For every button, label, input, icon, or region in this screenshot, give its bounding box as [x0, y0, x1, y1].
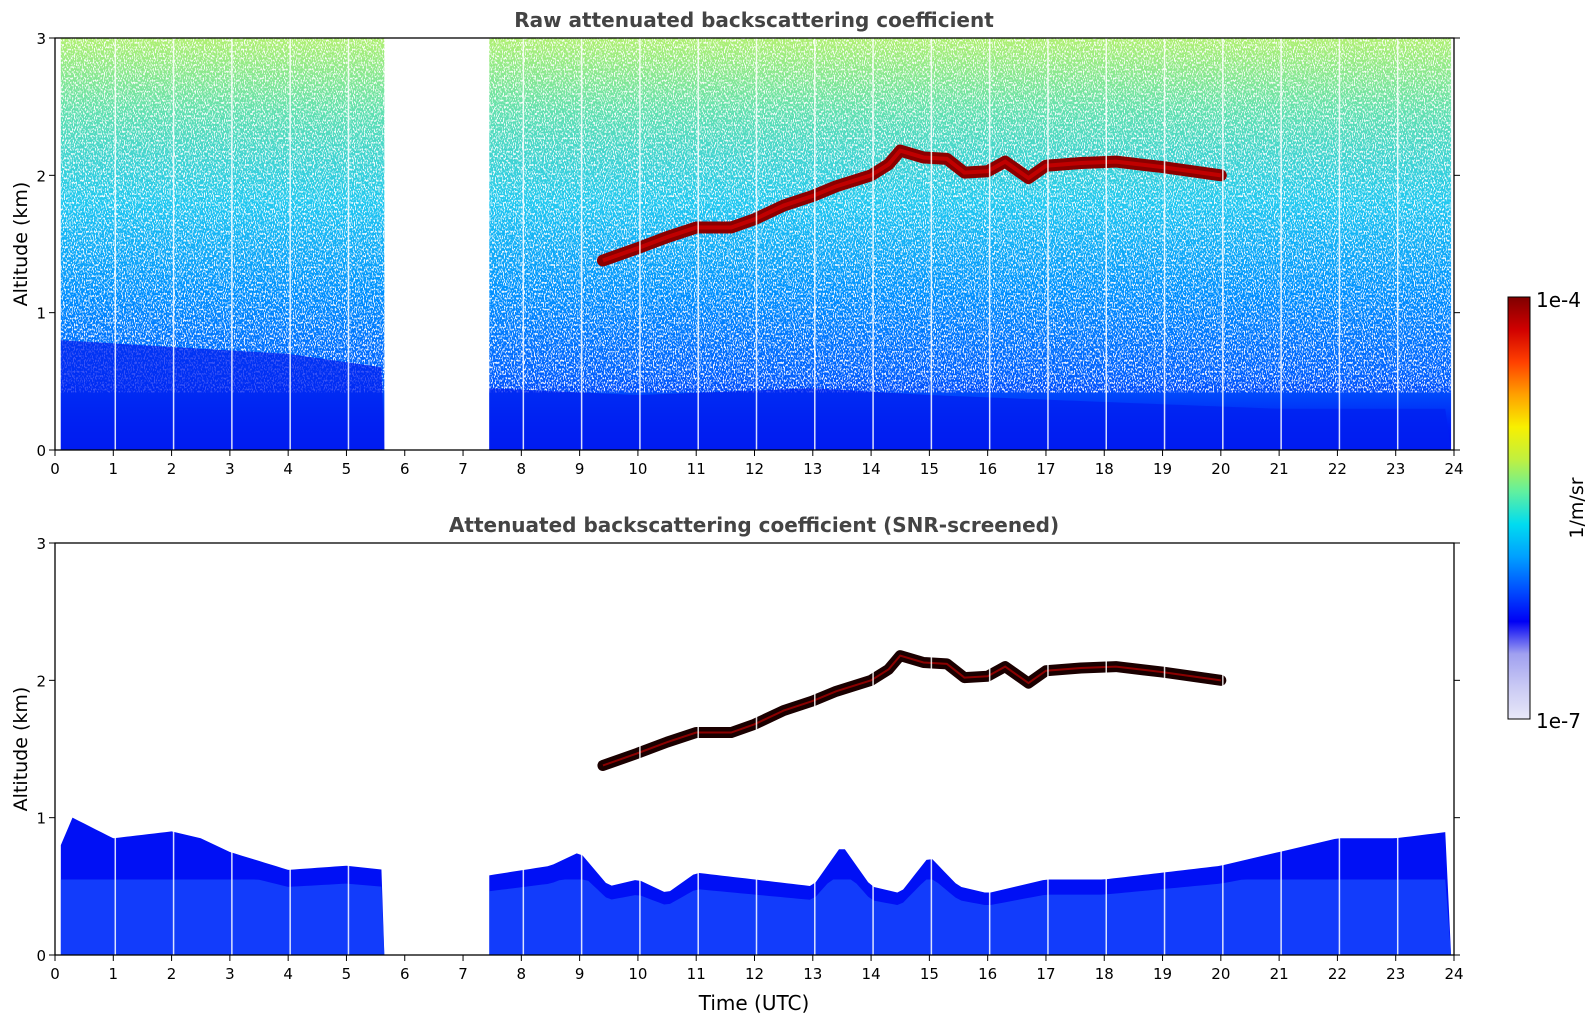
x-tick-label: 4	[283, 965, 293, 983]
x-tick-label: 5	[342, 460, 352, 478]
x-tick-label: 23	[1386, 965, 1405, 983]
heatmap-area	[60, 543, 1452, 955]
x-tick-label: 8	[517, 460, 527, 478]
x-tick-label: 14	[862, 460, 881, 478]
colorbar: 1e-4 1e-7 1/m/sr	[1507, 288, 1588, 733]
x-tick-label: 9	[575, 460, 585, 478]
x-tick-label: 12	[745, 460, 764, 478]
colorbar-max-label: 1e-4	[1536, 288, 1581, 312]
x-tick-label: 11	[687, 460, 706, 478]
x-tick-label: 16	[978, 965, 997, 983]
x-tick-label: 2	[167, 965, 177, 983]
x-tick-label: 21	[1270, 460, 1289, 478]
x-tick-label: 19	[1153, 460, 1172, 478]
y-tick-label: 0	[36, 442, 46, 460]
screened-boundary-layer-core	[60, 879, 385, 955]
y-tick-label: 0	[36, 947, 46, 965]
x-tick-label: 11	[687, 965, 706, 983]
screened-boundary-layer-core	[489, 879, 1452, 955]
y-tick-label: 2	[36, 167, 46, 185]
x-tick-label: 19	[1153, 965, 1172, 983]
x-tick-label: 5	[342, 965, 352, 983]
noise-speckle	[60, 38, 385, 393]
x-tick-label: 18	[1095, 965, 1114, 983]
x-tick-label: 1	[109, 460, 119, 478]
x-tick-label: 9	[575, 965, 585, 983]
heatmap-area	[60, 38, 1452, 450]
y-tick-label: 1	[36, 305, 46, 323]
y-axis: 0 1 2 3	[36, 535, 1460, 965]
y-tick-label: 3	[36, 535, 46, 553]
snr-screened-panel: Attenuated backscattering coefficient (S…	[10, 513, 1464, 1015]
x-tick-label: 6	[400, 460, 410, 478]
x-tick-label: 15	[920, 460, 939, 478]
noise-speckle	[489, 38, 1452, 393]
x-tick-label: 0	[50, 965, 60, 983]
boundary-layer	[60, 340, 385, 450]
x-tick-label: 4	[283, 460, 293, 478]
x-tick-label: 2	[167, 460, 177, 478]
x-tick-label: 6	[400, 965, 410, 983]
x-tick-label: 13	[803, 460, 822, 478]
x-tick-label: 12	[745, 965, 764, 983]
raw-backscatter-panel: Raw attenuated backscattering coefficien…	[10, 8, 1464, 478]
y-axis: 0 1 2 3	[36, 30, 1460, 460]
x-axis: 0 1 2 3 4 5 6 7 8 9 10 11 12 13 14 15 16 17 18 19 20 21 22 23 24	[50, 450, 1464, 478]
x-axis: 0 1 2 3 4 5 6 7 8 9 10 11 12 13 14 15 16 17 18 19 20 21 22 23 24	[50, 955, 1464, 983]
x-tick-label: 24	[1444, 965, 1463, 983]
boundary-layer	[489, 388, 1452, 450]
x-tick-label: 3	[225, 460, 235, 478]
chart-title: Attenuated backscattering coefficient (S…	[449, 513, 1059, 537]
x-tick-label: 22	[1328, 460, 1347, 478]
cloud-layer	[597, 650, 1227, 771]
colorbar-min-label: 1e-7	[1536, 709, 1581, 733]
y-tick-label: 2	[36, 672, 46, 690]
x-tick-label: 16	[978, 460, 997, 478]
colorbar-gradient	[1507, 296, 1531, 720]
x-tick-label: 7	[458, 460, 468, 478]
x-tick-label: 18	[1095, 460, 1114, 478]
y-tick-label: 3	[36, 30, 46, 48]
chart-title: Raw attenuated backscattering coefficien…	[514, 8, 994, 32]
x-tick-label: 3	[225, 965, 235, 983]
x-tick-label: 7	[458, 965, 468, 983]
colorbar-unit-label: 1/m/sr	[1566, 477, 1588, 538]
x-tick-label: 22	[1328, 965, 1347, 983]
y-tick-label: 1	[36, 810, 46, 828]
x-tick-label: 20	[1211, 460, 1230, 478]
x-tick-label: 0	[50, 460, 60, 478]
x-tick-label: 21	[1270, 965, 1289, 983]
cloud-layer-edge	[602, 654, 1221, 767]
x-tick-label: 24	[1444, 460, 1463, 478]
x-tick-label: 23	[1386, 460, 1405, 478]
x-tick-label: 13	[803, 965, 822, 983]
x-tick-label: 8	[517, 965, 527, 983]
x-tick-label: 10	[628, 460, 647, 478]
y-axis-label: Altitude (km)	[10, 182, 32, 307]
y-axis-label: Altitude (km)	[10, 687, 32, 812]
cloud-layer-core	[602, 148, 1222, 263]
x-tick-label: 15	[920, 965, 939, 983]
x-tick-label: 14	[862, 965, 881, 983]
x-tick-label: 10	[628, 965, 647, 983]
x-tick-label: 20	[1211, 965, 1230, 983]
x-tick-label: 17	[1036, 460, 1055, 478]
x-tick-label: 17	[1036, 965, 1055, 983]
x-axis-label: Time (UTC)	[698, 991, 810, 1015]
x-tick-label: 1	[109, 965, 119, 983]
